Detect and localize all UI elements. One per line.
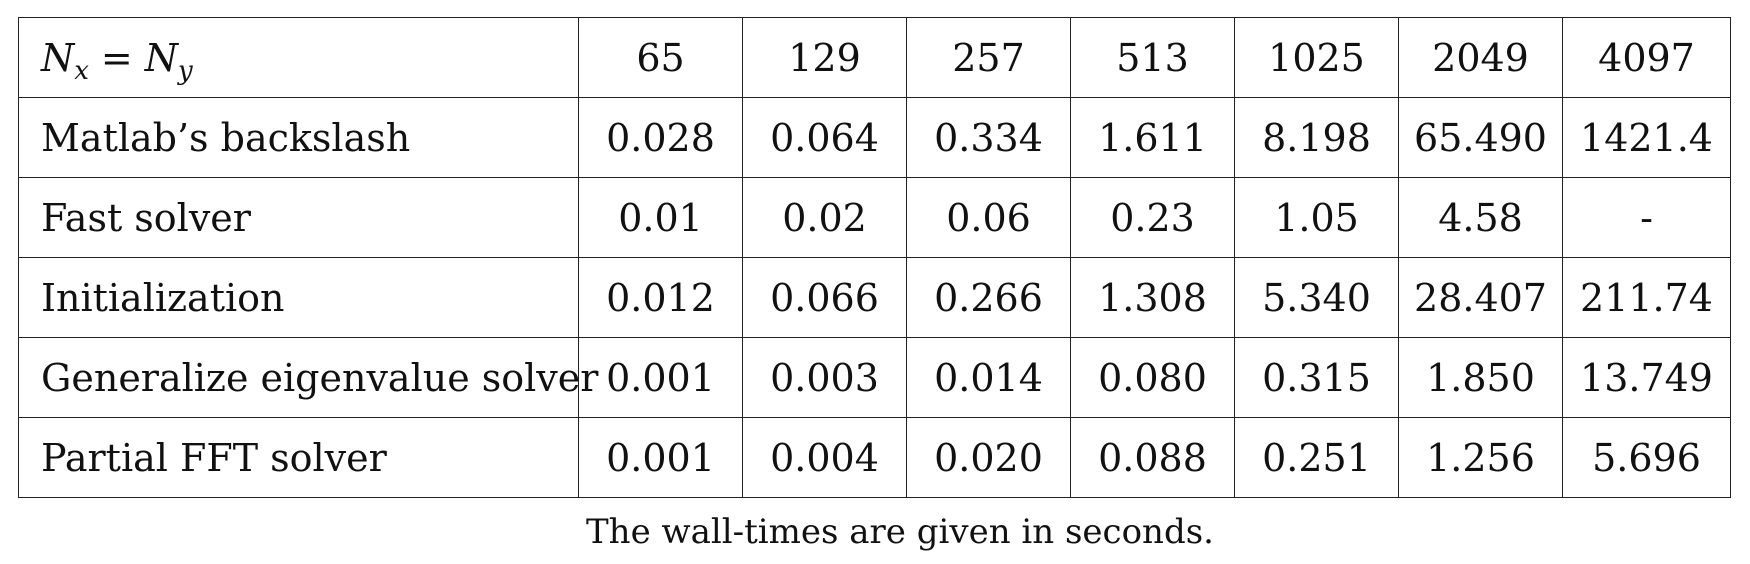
column-header: 4097 xyxy=(1562,17,1731,98)
table-row: Partial FFT solver 0.001 0.004 0.020 0.0… xyxy=(18,417,1731,498)
table-cell: 0.001 xyxy=(578,337,743,418)
row-label: Matlab’s backslash xyxy=(18,97,579,178)
timing-table: Nx = Ny 65 129 257 513 1025 2049 4097 Matl… xyxy=(18,17,1731,498)
table-cell: 65.490 xyxy=(1398,97,1563,178)
grid-size-header: Nx = Ny xyxy=(18,17,579,98)
table-cell: 1421.4 xyxy=(1562,97,1731,178)
table-cell: 1.308 xyxy=(1070,257,1235,338)
table-cell: 0.003 xyxy=(742,337,907,418)
table-cell: 0.251 xyxy=(1234,417,1399,498)
table-cell: 0.001 xyxy=(578,417,743,498)
table-cell: 0.012 xyxy=(578,257,743,338)
table-cell: 0.064 xyxy=(742,97,907,178)
row-label: Partial FFT solver xyxy=(18,417,579,498)
table-row: Matlab’s backslash 0.028 0.064 0.334 1.6… xyxy=(18,97,1731,178)
table-cell: 0.23 xyxy=(1070,177,1235,258)
table-cell: 8.198 xyxy=(1234,97,1399,178)
table-cell: 0.334 xyxy=(906,97,1071,178)
table-row: Generalize eigenvalue solver 0.001 0.003… xyxy=(18,337,1731,418)
table-row: Fast solver 0.01 0.02 0.06 0.23 1.05 4.5… xyxy=(18,177,1731,258)
table-cell: 0.066 xyxy=(742,257,907,338)
table-cell: 0.088 xyxy=(1070,417,1235,498)
table-cell: 0.01 xyxy=(578,177,743,258)
table-cell: 0.315 xyxy=(1234,337,1399,418)
column-header: 65 xyxy=(578,17,743,98)
column-header: 129 xyxy=(742,17,907,98)
table-cell: - xyxy=(1562,177,1731,258)
table-cell: 5.340 xyxy=(1234,257,1399,338)
row-label: Initialization xyxy=(18,257,579,338)
header-row: Nx = Ny 65 129 257 513 1025 2049 4097 xyxy=(18,17,1731,98)
table-cell: 5.696 xyxy=(1562,417,1731,498)
row-label: Fast solver xyxy=(18,177,579,258)
row-label: Generalize eigenvalue solver xyxy=(18,337,598,418)
table-cell: 0.080 xyxy=(1070,337,1235,418)
table-cell: 0.266 xyxy=(906,257,1071,338)
column-header: 2049 xyxy=(1398,17,1563,98)
table-cell: 1.05 xyxy=(1234,177,1399,258)
table-cell: 1.611 xyxy=(1070,97,1235,178)
table-cell: 0.020 xyxy=(906,417,1071,498)
table-cell: 0.06 xyxy=(906,177,1071,258)
table-cell: 1.256 xyxy=(1398,417,1563,498)
table-cell: 211.74 xyxy=(1562,257,1731,338)
table-row: Initialization 0.012 0.066 0.266 1.308 5… xyxy=(18,257,1731,338)
table-caption: The wall-times are given in seconds. xyxy=(586,512,1214,552)
table-cell: 0.014 xyxy=(906,337,1071,418)
grid-size-formula: Nx = Ny xyxy=(41,35,193,86)
table-cell: 0.02 xyxy=(742,177,907,258)
table-cell: 4.58 xyxy=(1398,177,1563,258)
column-header: 257 xyxy=(906,17,1071,98)
column-header: 1025 xyxy=(1234,17,1399,98)
table-cell: 0.028 xyxy=(578,97,743,178)
table-cell: 0.004 xyxy=(742,417,907,498)
table-cell: 1.850 xyxy=(1398,337,1563,418)
table-cell: 13.749 xyxy=(1562,337,1731,418)
table-cell: 28.407 xyxy=(1398,257,1563,338)
column-header: 513 xyxy=(1070,17,1235,98)
